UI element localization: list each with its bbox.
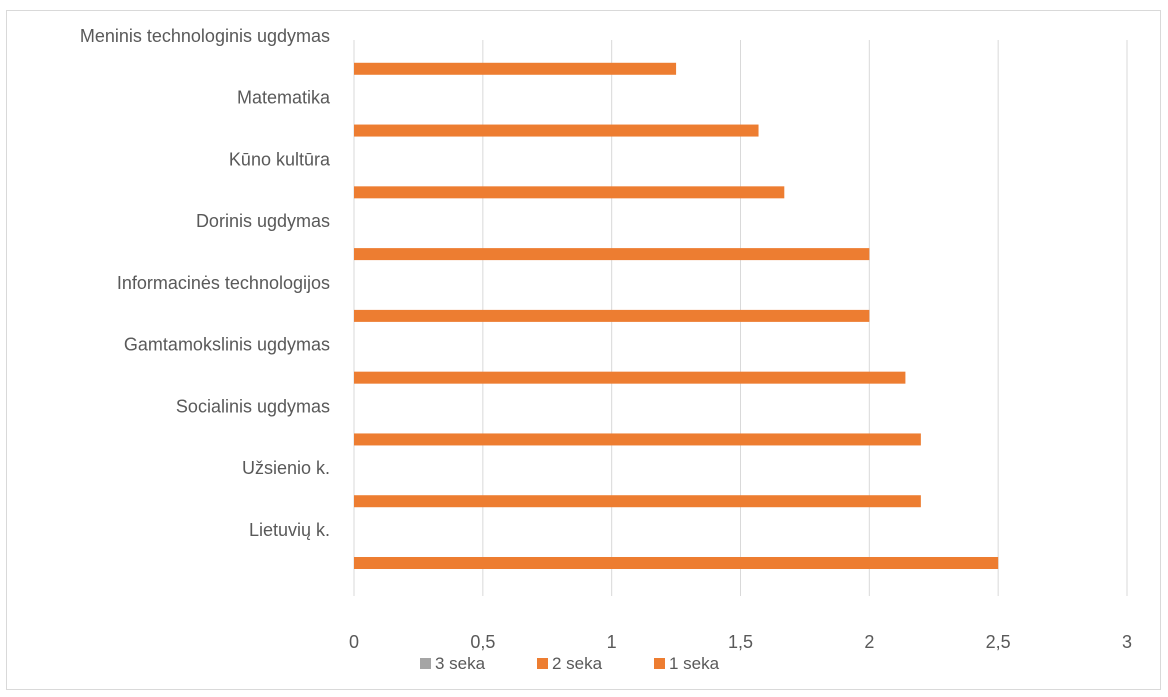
x-tick-label: 0,5 <box>470 632 495 652</box>
legend-label-3-seka: 3 seka <box>435 654 486 673</box>
legend-swatch-1-seka <box>654 658 665 669</box>
category-label-socialinis-ugdymas: Socialinis ugdymas <box>176 396 330 416</box>
category-label-gamtamokslinis-ugdymas: Gamtamokslinis ugdymas <box>124 335 330 355</box>
category-label-informacines-technologijos: Informacinės technologijos <box>117 273 330 293</box>
x-axis-tick-labels: 0 0,5 1 1,5 2 2,5 3 <box>349 632 1132 652</box>
category-label-uzsienio-k: Užsienio k. <box>242 458 330 478</box>
bar-dorinis-ugdymas <box>354 248 870 261</box>
bar-socialinis-ugdymas <box>354 433 921 446</box>
x-tick-label: 2 <box>864 632 874 652</box>
bar-meninis-technologinis-ugdymas <box>354 62 677 75</box>
x-tick-label: 3 <box>1122 632 1132 652</box>
category-label-kuno-kultura: Kūno kultūra <box>229 149 331 169</box>
bar-gamtamokslinis-ugdymas <box>354 371 906 384</box>
category-label-meninis-technologinis-ugdymas: Meninis technologinis ugdymas <box>80 26 330 46</box>
bar-matematika <box>354 124 759 137</box>
category-labels: Lietuvių k. Užsienio k. Socialinis ugdymas… <box>80 26 331 540</box>
x-tick-label: 1,5 <box>728 632 753 652</box>
x-tick-label: 2,5 <box>986 632 1011 652</box>
category-label-matematika: Matematika <box>237 88 331 108</box>
category-label-dorinis-ugdymas: Dorinis ugdymas <box>196 211 330 231</box>
bar-kuno-kultura <box>354 186 785 199</box>
legend-swatch-3-seka <box>420 658 431 669</box>
x-tick-label: 0 <box>349 632 359 652</box>
chart-frame <box>6 10 1161 690</box>
legend-label-2-seka: 2 seka <box>552 654 603 673</box>
legend-swatch-2-seka <box>537 658 548 669</box>
legend: 3 seka 2 seka 1 seka <box>420 654 720 673</box>
category-label-lietuviu-k: Lietuvių k. <box>249 520 330 540</box>
legend-label-1-seka: 1 seka <box>669 654 720 673</box>
bar-lietuviu-k <box>354 557 999 569</box>
bars <box>354 62 999 569</box>
bar-informacines-technologijos <box>354 309 870 322</box>
bar-uzsienio-k <box>354 495 921 508</box>
x-tick-label: 1 <box>607 632 617 652</box>
